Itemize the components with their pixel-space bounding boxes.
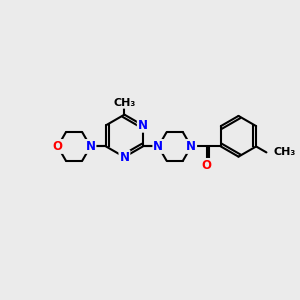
Text: N: N bbox=[186, 140, 196, 153]
Text: N: N bbox=[138, 119, 148, 132]
Text: O: O bbox=[202, 159, 212, 172]
Text: CH₃: CH₃ bbox=[274, 147, 296, 158]
Text: N: N bbox=[119, 151, 129, 164]
Text: N: N bbox=[85, 140, 95, 153]
Text: CH₃: CH₃ bbox=[113, 98, 136, 108]
Text: N: N bbox=[153, 140, 163, 153]
Text: O: O bbox=[53, 140, 63, 153]
